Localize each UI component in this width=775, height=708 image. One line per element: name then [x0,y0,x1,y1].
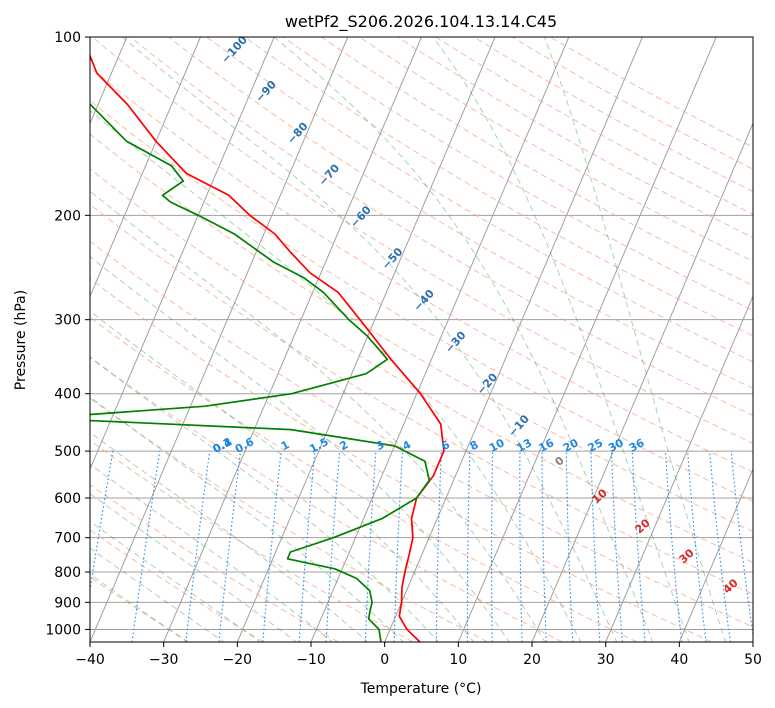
isotherm-gridline [457,37,717,642]
y-tick-label: 900 [54,595,81,611]
y-tick-label: 100 [54,30,81,46]
dry-adiabat [90,168,753,563]
x-tick-label: −20 [223,652,253,668]
mixing-ratio-label: 36 [627,436,647,455]
temperature-profile-line [90,53,445,642]
isotherm-gridline [678,467,753,642]
dry-adiabat [90,66,753,473]
dry-adiabat [130,37,753,417]
mixing-ratio-line [185,451,211,642]
x-tick-label: 0 [380,652,389,668]
mixing-ratio-label: 30 [606,436,626,455]
moist-adiabat [273,37,654,642]
dewpoint-profile-line [90,102,431,642]
dry-adiabat [91,37,753,444]
x-tick-label: 50 [744,652,762,668]
y-tick-label: 500 [54,444,81,460]
x-tick-label: 30 [597,652,615,668]
y-axis-label: Pressure (hPa) [13,290,29,390]
series-lines [90,53,445,642]
mixing-ratio-line [218,451,242,642]
y-tick-label: 200 [54,208,81,224]
moist-adiabat [90,573,189,642]
mixing-ratio-label: 13 [514,436,534,455]
isotherm-gridline [90,37,201,298]
mixing-ratio-label: 16 [537,436,557,455]
dry-adiabat [90,240,753,628]
isotherm-gridline [163,37,422,642]
mixing-ratio-line [730,451,753,639]
x-tick-label: −30 [149,652,179,668]
dry-adiabat [90,99,753,502]
mixing-ratio-label: 10 [487,436,507,455]
chart-title: wetPf2_S206.2026.104.13.14.C45 [285,12,557,32]
dry-adiabat [90,316,638,642]
moist-adiabat [90,431,369,642]
dry-adiabat [168,37,753,389]
x-axis: −40 −30 −20 −10 0 10 20 30 40 50 [75,642,762,668]
isotherm-gridline [90,37,349,642]
isotherm-gridline [605,295,753,642]
mixing-ratio-line [687,451,707,642]
moist-adiabat [90,493,298,642]
isotherm-gridline [236,37,496,642]
moist-adiabat [544,37,727,642]
dry-adiabat [90,440,414,642]
y-tick-label: 600 [54,491,81,507]
moist-adiabat [121,37,618,642]
isotherm-gridline [90,37,275,471]
moist-adiabat [90,310,475,642]
x-tick-label: 10 [449,652,467,668]
moist-adiabat [432,37,690,642]
dry-adiabat [90,483,339,642]
moist-adiabat [90,396,404,642]
mixing-ratio-line [131,451,161,642]
plot-frame [89,36,754,643]
moist-adiabat [90,256,511,642]
x-tick-label: 20 [523,652,541,668]
isotherm-gridline [384,37,643,642]
moist-adiabat [90,463,333,642]
dry-adiabat [90,356,563,642]
background-lines [90,37,753,642]
x-axis-label: Temperature (°C) [360,681,482,697]
y-tick-label: 400 [54,387,81,403]
y-axis: 100 200 300 400 500 600 700 800 900 1000 [45,30,90,638]
dry-adiabat [90,203,753,595]
mixing-ratio-label: 25 [586,436,606,455]
dry-adiabat [90,133,753,533]
y-tick-label: 700 [54,531,81,547]
x-tick-label: 40 [670,652,688,668]
y-tick-label: 1000 [45,622,81,638]
moist-adiabat [90,356,440,642]
mixing-ratio-line [90,451,114,594]
mixing-ratio-line [709,451,731,642]
y-tick-label: 300 [54,313,81,329]
y-tick-label: 800 [54,565,81,581]
isotherm-gridline [531,122,753,642]
dry-adiabat [206,37,753,363]
mixing-ratio-label: 20 [561,436,581,455]
x-tick-label: −40 [75,652,105,668]
x-tick-label: −10 [296,652,326,668]
